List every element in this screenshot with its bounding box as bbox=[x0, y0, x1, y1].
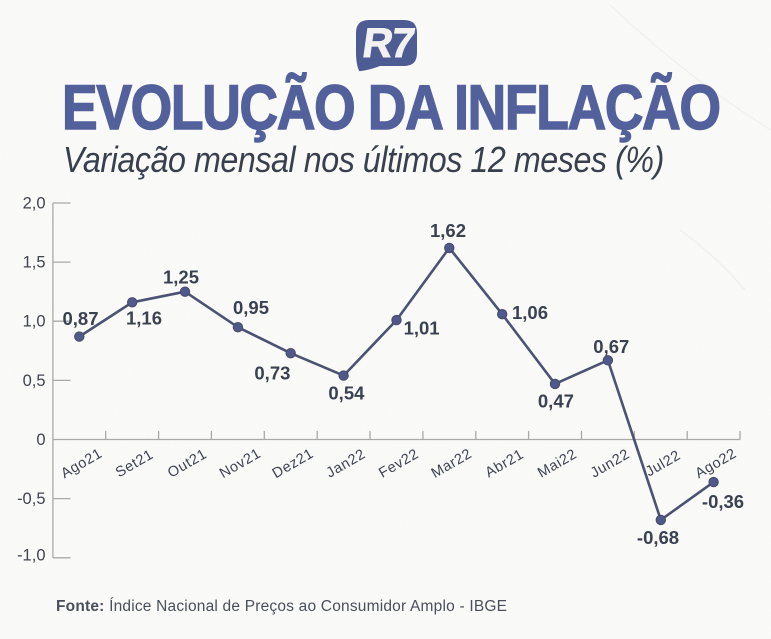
svg-text:1,62: 1,62 bbox=[430, 220, 466, 241]
svg-text:1,0: 1,0 bbox=[23, 313, 46, 331]
svg-text:Jun22: Jun22 bbox=[588, 446, 633, 481]
svg-text:0,54: 0,54 bbox=[328, 383, 365, 404]
svg-text:0,47: 0,47 bbox=[538, 391, 574, 412]
svg-text:0: 0 bbox=[36, 431, 45, 449]
svg-text:Ago22: Ago22 bbox=[693, 446, 740, 482]
svg-text:Set21: Set21 bbox=[113, 447, 156, 481]
svg-text:Nov21: Nov21 bbox=[217, 446, 264, 482]
svg-text:Jul22: Jul22 bbox=[643, 448, 684, 481]
svg-text:-0,5: -0,5 bbox=[17, 490, 45, 508]
svg-text:R7: R7 bbox=[360, 19, 417, 66]
svg-text:Mai22: Mai22 bbox=[535, 446, 580, 481]
svg-text:0,87: 0,87 bbox=[62, 308, 98, 329]
svg-text:1,5: 1,5 bbox=[23, 254, 46, 272]
svg-text:-1,0: -1,0 bbox=[17, 547, 45, 565]
svg-text:Dez21: Dez21 bbox=[270, 446, 317, 482]
svg-text:2,0: 2,0 bbox=[23, 195, 46, 213]
svg-text:1,25: 1,25 bbox=[163, 266, 199, 287]
svg-text:0,5: 0,5 bbox=[23, 372, 46, 390]
svg-text:Out21: Out21 bbox=[165, 446, 210, 481]
svg-text:1,16: 1,16 bbox=[126, 308, 162, 329]
svg-text:Jan22: Jan22 bbox=[324, 446, 369, 481]
svg-text:-0,68: -0,68 bbox=[637, 527, 679, 548]
svg-text:0,95: 0,95 bbox=[233, 297, 269, 318]
svg-text:Abr21: Abr21 bbox=[483, 447, 527, 482]
svg-text:0,73: 0,73 bbox=[254, 363, 290, 384]
svg-text:Mar22: Mar22 bbox=[429, 446, 475, 482]
svg-text:1,06: 1,06 bbox=[512, 302, 548, 323]
svg-text:Ago21: Ago21 bbox=[58, 446, 105, 482]
svg-text:0,67: 0,67 bbox=[593, 336, 629, 357]
svg-text:Fev22: Fev22 bbox=[376, 446, 422, 482]
svg-text:1,01: 1,01 bbox=[404, 318, 440, 339]
svg-text:-0,36: -0,36 bbox=[702, 491, 744, 512]
